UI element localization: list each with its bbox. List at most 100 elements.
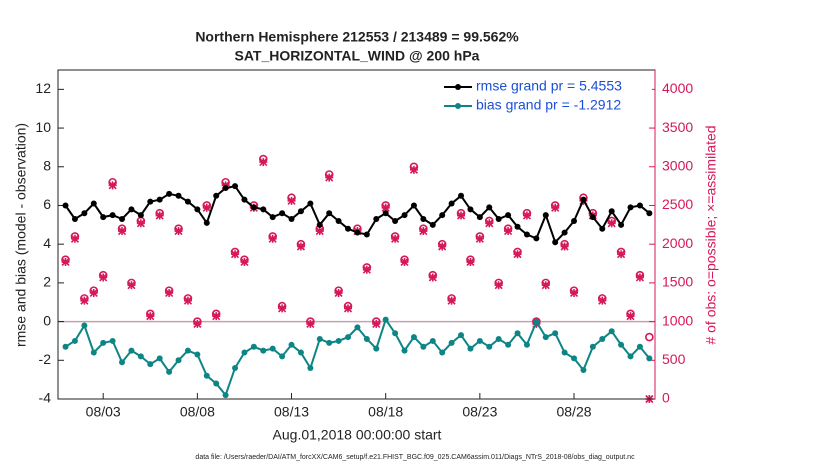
point [552,239,559,246]
point [119,216,126,223]
y2-tick-label: 0 [662,390,670,406]
point [571,355,578,362]
assimilated-marker [155,211,164,220]
point [476,337,483,344]
y2-tick-label: 1500 [662,274,693,290]
x-tick-label: 08/23 [462,404,497,420]
y-tick-label: 10 [35,119,51,135]
assimilated-marker [635,273,644,282]
point [618,221,625,228]
assimilated-marker [306,319,315,328]
assimilated-marker [193,319,202,328]
assimilated-marker [212,312,221,321]
point [307,200,314,207]
point [326,210,333,217]
point [401,347,408,354]
point [194,351,201,358]
point [429,221,436,228]
x-tick-label: 08/13 [274,404,309,420]
point [589,343,596,350]
point [448,339,455,346]
point [156,355,163,362]
point [599,225,606,232]
y-tick-label: 0 [43,312,51,328]
point [137,212,144,219]
point [71,337,78,344]
y2-tick-label: 4000 [662,80,693,96]
point [542,212,549,219]
point [467,206,474,213]
y2-tick-label: 500 [662,351,686,367]
point [147,198,154,205]
y2-tick-label: 1000 [662,312,693,328]
point [250,343,257,350]
y-tick-label: 6 [43,196,51,212]
point [288,341,295,348]
legend-marker [455,84,461,90]
assimilated-marker [504,226,513,236]
point [552,330,559,337]
point [100,339,107,346]
point [232,365,239,372]
point [62,343,69,350]
point [137,353,144,360]
y-axis-label: rmse and bias (model - observation) [13,123,29,347]
assimilated-marker [127,281,136,290]
point [533,235,540,242]
assimilated-marker [409,165,419,174]
assimilated-marker [381,203,390,212]
assimilated-marker [343,304,353,313]
point [128,206,135,213]
point [147,361,154,368]
point [410,334,417,341]
point [636,343,643,350]
point [184,347,191,354]
point [458,192,465,199]
point [420,216,427,223]
point [166,368,173,375]
point [335,337,342,344]
assimilated-marker [475,234,484,243]
point [213,380,220,387]
point [297,208,304,215]
point [363,336,370,343]
assimilated-marker [598,296,607,305]
point [392,217,399,224]
footnote: data file: /Users/raeder/DAI/ATM_forcXX/… [195,454,635,461]
x-axis-label: Aug.01,2018 00:00:00 start [273,427,442,443]
point [316,221,323,228]
assimilated-marker [541,281,550,290]
point [599,336,606,343]
possible-marker [645,332,654,342]
point [382,210,389,217]
point [90,349,97,356]
assimilated-marker [617,250,626,259]
assimilated-marker [438,242,447,251]
assimilated-marker [183,296,193,305]
point [373,216,380,223]
assimilated-marker [61,257,70,267]
point [326,339,333,346]
point [608,328,615,335]
point [580,196,587,203]
x-tick-label: 08/28 [556,404,591,420]
point [561,229,568,236]
legend-label: rmse grand pr = 5.4553 [476,78,622,94]
point [410,202,417,209]
chart-subtitle: SAT_HORIZONTAL_WIND @ 200 hPa [235,48,480,64]
point [580,366,587,373]
point [608,208,615,215]
point [467,345,474,352]
point [184,198,191,205]
point [373,345,380,352]
point [618,341,625,348]
point [307,365,314,372]
point [561,349,568,356]
assimilated-marker [626,312,635,321]
x-tick-label: 08/18 [368,404,403,420]
assimilated-marker [419,226,428,236]
assimilated-marker [522,211,532,220]
assimilated-marker [287,196,296,205]
point [335,217,342,224]
